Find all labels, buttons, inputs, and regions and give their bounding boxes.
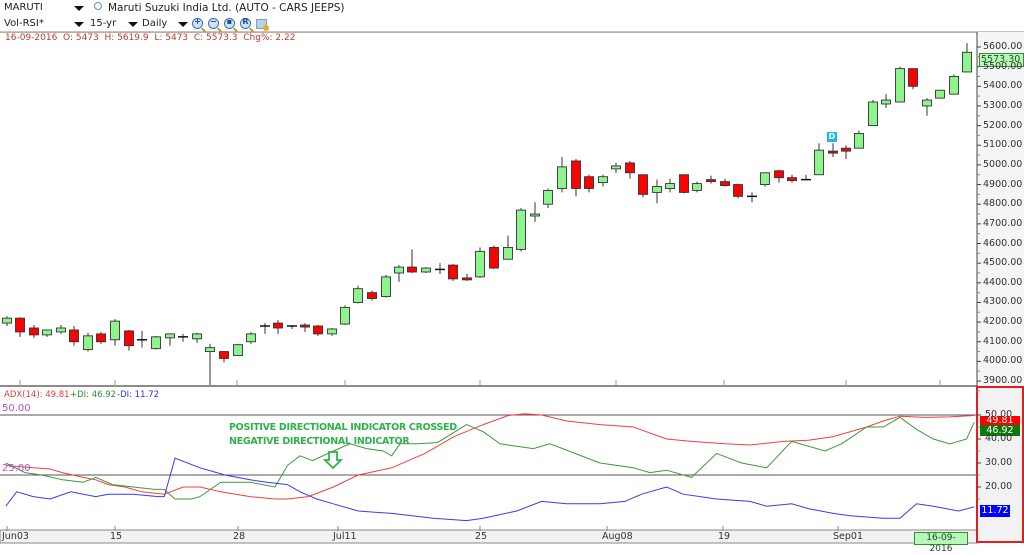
- price-axis-tick: 4000.00: [983, 355, 1023, 367]
- pdi-badge: 46.92: [980, 425, 1020, 436]
- symbol-toolbar: MARUTI Maruti Suzuki India Ltd. (AUTO - …: [0, 0, 1024, 17]
- price-axis-tick: 4800.00: [983, 198, 1023, 210]
- level-50-label: 50.00: [2, 403, 31, 414]
- price-axis-tick: 4900.00: [983, 178, 1023, 190]
- price-axis-tick: 3900.00: [983, 375, 1023, 387]
- price-axis-tick: 5500.00: [983, 60, 1023, 72]
- template-select[interactable]: Vol-RSI*: [4, 18, 44, 29]
- adx-axis-tick: 40.00: [985, 433, 1013, 444]
- x-axis-label: Jul11: [333, 531, 357, 542]
- mdi-badge: 11.72: [980, 505, 1010, 517]
- mdi-legend: -DI: 11.72: [117, 390, 160, 400]
- dividend-marker[interactable]: D: [827, 132, 837, 142]
- interval-select[interactable]: Daily: [142, 18, 168, 29]
- chart-settings-toolbar: Vol-RSI* 15-yr Daily + − ▪ R: [0, 16, 1024, 33]
- level-25-label: 25.00: [2, 463, 31, 474]
- price-axis-tick: 5000.00: [983, 158, 1023, 170]
- x-axis-label: Jun03: [2, 531, 29, 542]
- adx-axis-tick: 50.00: [985, 409, 1013, 420]
- price-axis-tick: 5100.00: [983, 139, 1023, 151]
- current-date-badge: 16-09-2016: [914, 532, 968, 554]
- zoom-out-icon[interactable]: −: [208, 17, 219, 29]
- price-axis-tick: 4200.00: [983, 316, 1023, 328]
- symbol-select[interactable]: MARUTI: [4, 2, 43, 13]
- adx-legend: ADX(14): 49.81: [4, 390, 70, 400]
- zoom-fit-icon[interactable]: ▪: [224, 17, 235, 29]
- price-axis-tick: 4300.00: [983, 296, 1023, 308]
- period-select[interactable]: 15-yr: [90, 18, 117, 29]
- period-dropdown-arrow-icon[interactable]: [128, 22, 138, 27]
- x-axis-label: 15: [110, 531, 123, 542]
- annotation-line2: NEGATIVE DIRECTIONAL INDICATOR: [229, 436, 410, 447]
- price-axis-tick: 4500.00: [983, 257, 1023, 269]
- price-axis-tick: 4400.00: [983, 276, 1023, 288]
- x-axis-label: 28: [233, 531, 246, 542]
- price-axis-tick: 5300.00: [983, 99, 1023, 111]
- adx-badge: 49.81: [980, 416, 1020, 426]
- price-axis-tick: 4100.00: [983, 335, 1023, 347]
- price-axis-tick: 4600.00: [983, 237, 1023, 249]
- symbol-dropdown-arrow-icon[interactable]: [74, 6, 84, 11]
- company-title: Maruti Suzuki India Ltd. (AUTO - CARS JE…: [108, 2, 345, 14]
- search-icon[interactable]: [94, 2, 102, 10]
- price-axis-tick: 4700.00: [983, 217, 1023, 229]
- adx-axis-tick: 20.00: [985, 481, 1013, 492]
- ohlc-info: 16-09-2016 O: 5473 H: 5619.9 L: 5473 C: …: [5, 33, 296, 43]
- x-axis-label: 25: [475, 531, 488, 542]
- adx-axis-tick: 30.00: [985, 457, 1013, 468]
- template-dropdown-arrow-icon[interactable]: [74, 22, 84, 27]
- settings-icon[interactable]: [256, 19, 269, 31]
- x-axis-label: Aug08: [602, 531, 633, 542]
- interval-dropdown-arrow-icon[interactable]: [178, 22, 188, 27]
- reset-icon[interactable]: R: [240, 17, 251, 29]
- price-axis-tick: 5200.00: [983, 119, 1023, 131]
- annotation-line1: POSITIVE DIRECTIONAL INDICATOR CROSSED: [229, 422, 457, 433]
- x-axis-label: Sep01: [833, 531, 863, 542]
- price-axis-tick: 5600.00: [983, 41, 1023, 52]
- zoom-in-icon[interactable]: +: [192, 17, 203, 29]
- x-axis-label: 19: [718, 531, 731, 542]
- pdi-legend: +DI: 46.92: [70, 390, 117, 400]
- price-axis-tick: 5400.00: [983, 80, 1023, 92]
